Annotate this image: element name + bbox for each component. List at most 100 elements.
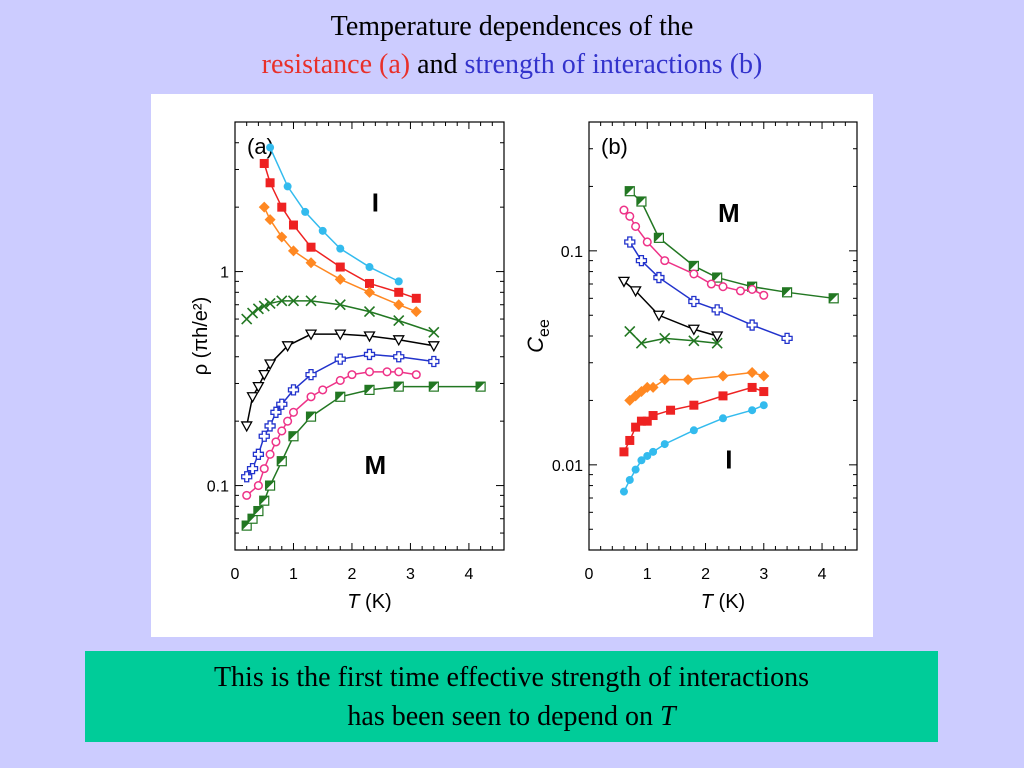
data-point: [393, 315, 405, 327]
x-tick-label: 2: [701, 566, 710, 583]
data-point: [711, 337, 723, 349]
data-point-fill: [712, 273, 722, 283]
data-point: [336, 244, 345, 253]
data-point: [271, 437, 281, 447]
data-point: [428, 326, 440, 338]
series-5: [624, 325, 723, 349]
data-point: [617, 276, 631, 288]
data-point: [635, 386, 647, 398]
series-line: [263, 206, 417, 313]
y-tick-label: 0.1: [207, 479, 229, 496]
x-tick-label: 3: [759, 566, 768, 583]
data-point: [746, 367, 758, 379]
conclusion-var-t: T: [660, 701, 676, 732]
data-point: [246, 462, 259, 475]
data-point: [265, 449, 275, 459]
data-point: [648, 411, 658, 421]
x-axis-label: T (K): [701, 591, 745, 613]
data-point: [334, 353, 346, 365]
data-point-fill: [288, 431, 298, 441]
series-line: [629, 241, 788, 340]
data-point: [393, 299, 405, 311]
x-tick-label: 2: [348, 566, 357, 583]
data-point: [365, 263, 374, 272]
x-tick-label: 0: [231, 566, 240, 583]
data-point: [264, 214, 276, 226]
data-point: [335, 375, 345, 385]
data-point: [629, 286, 642, 298]
data-point: [263, 359, 277, 371]
series-2: [259, 158, 421, 303]
data-point: [759, 290, 769, 300]
data-point: [258, 430, 270, 442]
data-point: [689, 400, 699, 410]
data-point: [619, 487, 628, 496]
data-point: [411, 293, 421, 303]
data-point: [301, 207, 310, 216]
data-point: [364, 367, 375, 377]
data-point: [240, 421, 253, 433]
conclusion-line-2-text: has been seen to depend on: [347, 701, 660, 732]
data-point: [624, 325, 636, 338]
data-point: [281, 341, 294, 353]
data-point-fill: [265, 481, 275, 491]
x-tick-label: 0: [585, 566, 594, 583]
data-point: [276, 398, 288, 410]
data-point: [649, 447, 658, 456]
series-8: [241, 381, 486, 531]
data-point: [719, 414, 727, 423]
data-point: [265, 178, 275, 188]
data-point: [258, 300, 270, 312]
series-6: [241, 348, 440, 483]
data-point: [318, 226, 327, 235]
data-point: [392, 335, 405, 347]
data-point: [642, 416, 652, 426]
data-point-fill: [429, 382, 439, 392]
series-4: [241, 295, 440, 338]
y-tick-label: 0.01: [552, 458, 583, 475]
data-point: [365, 278, 374, 288]
data-point: [411, 370, 421, 380]
series-line: [269, 147, 400, 283]
data-point: [305, 257, 317, 269]
data-point: [270, 406, 282, 418]
y-axis-main: C: [523, 337, 548, 353]
data-point: [635, 337, 648, 349]
x-axis-var: T: [347, 591, 361, 613]
x-tick-label: 3: [406, 566, 415, 583]
data-point: [410, 306, 422, 318]
data-point: [347, 370, 357, 380]
data-point: [689, 269, 699, 279]
data-point: [287, 384, 300, 396]
data-point: [252, 381, 265, 393]
series-3: [624, 236, 793, 345]
data-point: [748, 406, 757, 415]
series-5: [240, 329, 440, 433]
series-1: [624, 186, 839, 304]
data-point: [246, 307, 259, 319]
data-point: [241, 471, 253, 483]
data-point-fill: [365, 385, 374, 395]
data-point-fill: [476, 382, 486, 392]
data-point: [653, 271, 665, 284]
data-point: [259, 464, 269, 474]
data-point: [393, 351, 405, 363]
x-axis-unit: (K): [713, 591, 745, 613]
slide-title: Temperature dependences of the resistanc…: [0, 8, 1024, 84]
data-point: [334, 329, 347, 341]
figure-svg: 0 1 2 3 40.11T (K)ρ (πh/e²)(a)IM0 1 2 3 40.010.1…: [190, 121, 858, 613]
conclusion-line-1: This is the first time effective strengt…: [213, 662, 810, 693]
data-point: [335, 262, 345, 272]
data-point: [666, 405, 676, 415]
series-line: [629, 190, 834, 300]
data-point: [746, 319, 758, 331]
data-point: [304, 329, 318, 341]
conclusion-line-2: has been seen to depend on T: [85, 698, 938, 736]
data-point: [258, 369, 271, 381]
data-point: [258, 201, 270, 213]
series-3: [258, 201, 422, 318]
data-point: [706, 279, 716, 289]
region-label: M: [365, 450, 387, 480]
data-point: [363, 331, 376, 343]
data-point: [635, 254, 648, 267]
